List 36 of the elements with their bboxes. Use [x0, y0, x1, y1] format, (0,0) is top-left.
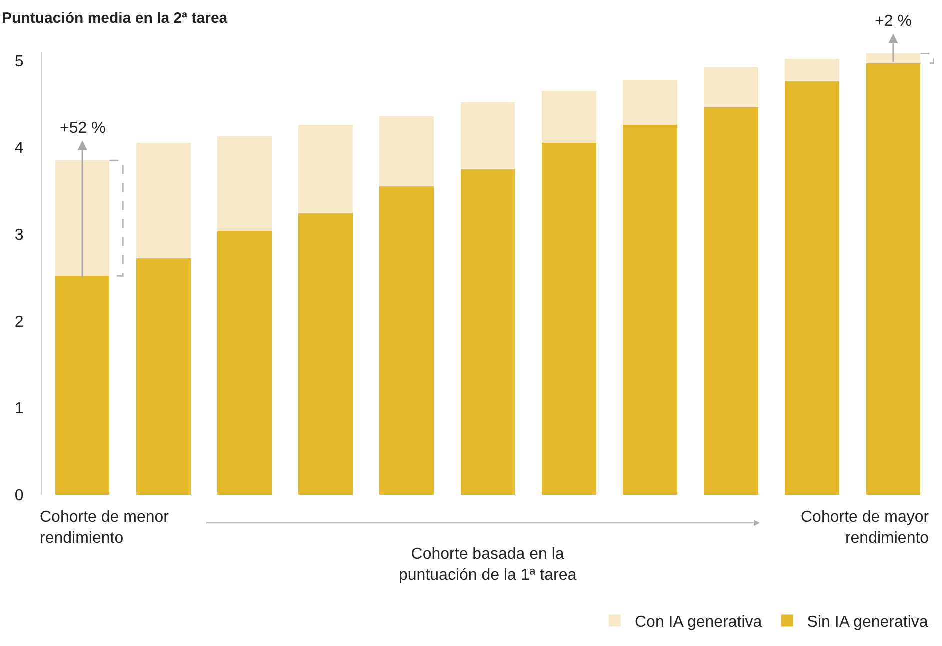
bar	[136, 143, 191, 259]
annotation: +2 %	[875, 13, 912, 30]
legend-label: Con IA generativa	[635, 614, 762, 631]
bar	[298, 124, 353, 214]
bar	[136, 258, 191, 495]
y-tick-label: 4	[14, 140, 24, 158]
bar	[460, 169, 516, 495]
bar	[785, 82, 840, 495]
bar	[866, 54, 921, 64]
text: Cohorte de menor rendimiento	[40, 509, 170, 547]
y-tick-label: 1	[14, 400, 24, 418]
bar	[218, 230, 272, 495]
bar	[298, 214, 353, 495]
legend-label: Sin IA generativa	[807, 614, 928, 631]
bar	[218, 136, 272, 231]
bar	[623, 124, 678, 495]
bar	[380, 186, 434, 495]
bar	[460, 102, 516, 170]
x-axis-title: Cohorte basada en la puntuación de la 1ª tarea	[399, 546, 577, 584]
bar	[704, 68, 758, 108]
bar	[866, 63, 921, 495]
y-tick-label: 0	[14, 488, 24, 505]
bar	[785, 58, 840, 82]
text: Cohorte de mayor rendimiento	[801, 509, 930, 547]
chart-title: Puntuación media en la 2ª tarea	[2, 10, 228, 27]
bar	[623, 80, 678, 125]
bar	[542, 91, 596, 144]
y-tick-label: 5	[14, 53, 24, 70]
y-tick-label: 2	[14, 314, 24, 331]
bar	[704, 108, 758, 495]
annotation: +52 %	[60, 120, 106, 137]
bar	[55, 276, 110, 495]
bar	[542, 143, 596, 495]
bar	[55, 160, 110, 276]
bar	[380, 116, 434, 187]
y-tick-label: 3	[14, 227, 24, 244]
